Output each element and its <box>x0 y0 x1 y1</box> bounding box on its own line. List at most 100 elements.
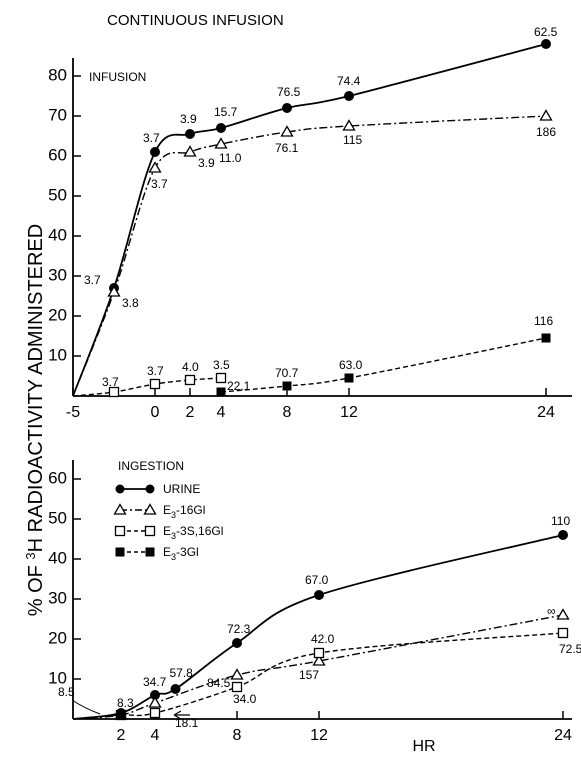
data-label-e3_16gl-infusion: 186 <box>536 125 556 139</box>
data-label-e3_16gl-infusion: 3.9 <box>198 156 215 170</box>
data-label-e3_16gl-ingestion: ∞ <box>547 604 556 618</box>
data-point-e3_16gl-ingestion <box>148 696 162 708</box>
y-tick-label-ingestion: 60 <box>48 468 67 487</box>
data-label-e3_3s16gl-ingestion: 42.0 <box>311 632 335 646</box>
legend-entry-e3-16gl: E3-16Gl <box>113 503 205 520</box>
y-tick-label-infusion: 30 <box>48 265 67 284</box>
y-tick-label-ingestion: 30 <box>48 588 67 607</box>
y-tick-label-infusion: 10 <box>48 345 67 364</box>
x-tick-label-infusion: -5 <box>66 404 80 421</box>
data-point-e3_3s16gl-ingestion <box>313 647 325 659</box>
y-tick-label-ingestion: 20 <box>48 628 67 647</box>
data-label-urine-infusion: 3.7 <box>84 273 101 287</box>
data-point-urine-ingestion <box>314 590 324 600</box>
series-line-e3_16gl-ingestion <box>72 614 564 720</box>
data-label-e3_16gl-infusion: 76.1 <box>275 141 299 155</box>
data-point-urine-infusion <box>541 39 551 49</box>
y-tick-label-infusion: 60 <box>48 145 67 164</box>
series-line-urine-infusion <box>72 43 547 397</box>
y-tick-label-ingestion: 50 <box>48 508 67 527</box>
data-label-e3_3s16gl-infusion: 4.0 <box>182 360 199 374</box>
x-tick-label-infusion: 2 <box>186 404 195 421</box>
y-tick-label-infusion: 70 <box>48 105 67 124</box>
data-point-urine-ingestion <box>150 690 160 700</box>
data-point-e3_3s16gl-infusion <box>108 386 120 398</box>
data-label-e3_16gl-ingestion: 84.5 <box>207 676 231 690</box>
y-tick-label-infusion: 50 <box>48 185 67 204</box>
data-label-urine-ingestion: 110 <box>551 514 570 528</box>
data-point-urine-ingestion <box>558 530 568 540</box>
data-point-e3_16gl-infusion <box>183 145 197 157</box>
data-point-e3_3s16gl-ingestion <box>149 707 161 719</box>
data-label-e3_3gl-infusion: 63.0 <box>339 358 363 372</box>
data-point-e3_16gl-ingestion <box>312 654 326 666</box>
data-point-e3_3s16gl-infusion <box>184 374 196 386</box>
annotation-8-5: 8.5 <box>58 685 75 699</box>
data-label-urine-ingestion: 57.8 <box>170 666 194 680</box>
annotation-arrow-8-5 <box>71 699 101 715</box>
data-point-urine-infusion <box>150 147 160 157</box>
data-label-urine-infusion: 15.7 <box>214 105 238 119</box>
data-label-urine-ingestion: 67.0 <box>305 573 329 587</box>
data-point-e3_3s16gl-ingestion <box>557 627 569 639</box>
data-label-urine-infusion: 3.7 <box>143 131 160 145</box>
data-label-e3_3gl-infusion: 22.1 <box>227 379 251 393</box>
data-label-e3_3s16gl-ingestion: 72.5 <box>559 642 581 656</box>
data-label-e3_16gl-infusion: 3.7 <box>151 177 168 191</box>
y-tick-label-ingestion: 10 <box>48 668 67 687</box>
data-point-e3_16gl-infusion <box>214 137 228 149</box>
panel-label-ingestion: INGESTION <box>118 459 184 473</box>
data-point-urine-ingestion <box>232 638 242 648</box>
data-point-e3_16gl-infusion <box>280 125 294 137</box>
data-label-e3_16gl-infusion: 3.8 <box>122 296 139 310</box>
data-point-urine-infusion <box>282 103 292 113</box>
data-point-urine-infusion <box>216 123 226 133</box>
legend-entry-urine: URINE <box>115 482 200 496</box>
data-label-e3_16gl-ingestion: 157 <box>299 668 319 682</box>
data-label-e3_3s16gl-infusion: 3.7 <box>102 375 119 389</box>
data-point-e3_3gl-ingestion <box>116 710 126 720</box>
x-tick-label-ingestion: 24 <box>554 727 572 744</box>
y-tick-label-infusion: 20 <box>48 305 67 324</box>
data-label-e3_3s16gl-ingestion: 34.0 <box>233 692 257 706</box>
x-tick-label-ingestion: 2 <box>117 727 126 744</box>
data-label-urine-ingestion: 72.3 <box>227 622 251 636</box>
y-tick-label-infusion: 40 <box>48 225 67 244</box>
data-point-e3_3gl-infusion <box>541 333 551 343</box>
chart-title: CONTINUOUS INFUSION <box>107 12 284 29</box>
y-axis-label: % OF 3H RADIOACTIVITY ADMINISTERED <box>23 224 48 616</box>
data-point-urine-infusion <box>344 91 354 101</box>
x-tick-label-infusion: 24 <box>537 404 555 421</box>
data-point-e3_3s16gl-ingestion <box>231 681 243 693</box>
data-point-e3_16gl-infusion <box>148 161 162 173</box>
panel-label-infusion: INFUSION <box>89 70 146 84</box>
series-line-urine-ingestion <box>72 534 564 720</box>
legend-label-e3-16gl: E3-16Gl <box>163 503 205 520</box>
legend-entry-e3-3gl: E3-3Gl <box>115 545 199 562</box>
legend-entry-e3-3s16gl: E3-3S,16Gl <box>114 524 223 541</box>
data-label-urine-infusion: 62.5 <box>534 25 558 39</box>
legend: URINE E3-16Gl E3-3S,16Gl E3-3Gl <box>113 482 223 562</box>
legend-label-e3-3gl: E3-3Gl <box>163 545 199 562</box>
legend-label-urine: URINE <box>163 482 200 496</box>
x-tick-label-infusion: 4 <box>217 404 226 421</box>
data-point-e3_3s16gl-infusion <box>149 378 161 390</box>
data-label-e3_16gl-infusion: 11.0 <box>219 151 242 165</box>
x-tick-label-infusion: 12 <box>340 404 358 421</box>
data-label-urine-ingestion: 8.3 <box>117 696 134 710</box>
data-point-e3_16gl-ingestion <box>556 608 570 620</box>
series-line-e3_16gl-infusion <box>72 115 547 397</box>
data-label-urine-infusion: 3.9 <box>180 112 197 126</box>
data-point-e3_16gl-infusion <box>539 109 553 121</box>
data-point-e3_3gl-infusion <box>282 381 292 391</box>
x-axis-label: HR <box>412 738 435 755</box>
data-label-urine-ingestion: 34.7 <box>143 675 167 689</box>
data-point-e3_16gl-ingestion <box>230 668 244 680</box>
x-tick-label-ingestion: 4 <box>151 727 160 744</box>
data-label-e3_3gl-infusion: 116 <box>534 314 553 328</box>
data-point-urine-ingestion <box>170 684 181 694</box>
data-label-urine-infusion: 74.4 <box>337 74 361 88</box>
data-label-e3_3gl-infusion: 70.7 <box>275 366 299 380</box>
x-tick-label-ingestion: 8 <box>233 727 242 744</box>
